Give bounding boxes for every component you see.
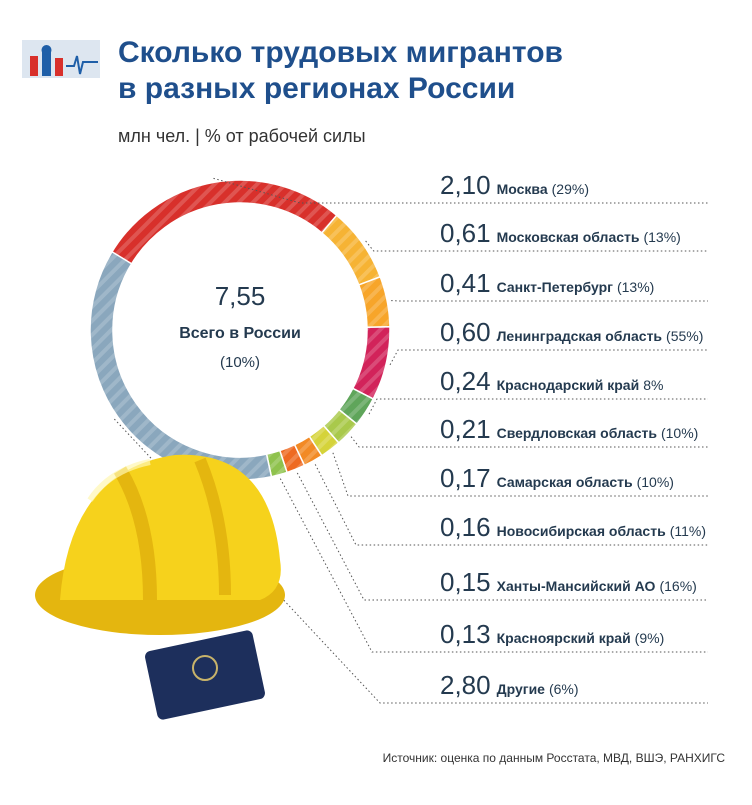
leader-line bbox=[369, 399, 708, 414]
region-value: 0,24 bbox=[440, 366, 491, 396]
region-row: 0,60 Ленинградская область(55%) bbox=[440, 317, 703, 347]
region-value: 0,60 bbox=[440, 317, 491, 347]
region-name: Ханты-Мансийский АО bbox=[497, 578, 656, 594]
region-name: Новосибирская область bbox=[497, 523, 666, 539]
total-caption: Всего в России bbox=[179, 325, 301, 342]
region-row: 0,41 Санкт-Петербург(13%) bbox=[440, 268, 654, 298]
region-share: (55%) bbox=[666, 328, 703, 344]
region-share: (13%) bbox=[643, 229, 680, 245]
region-value: 0,21 bbox=[440, 414, 491, 444]
region-name: Московская область bbox=[497, 229, 640, 245]
region-name: Ленинградская область bbox=[497, 328, 663, 344]
source: Источник: оценка по данным Росстата, МВД… bbox=[383, 751, 726, 765]
region-row: 2,10 Москва(29%) bbox=[440, 170, 589, 200]
region-row: 2,80 Другие(6%) bbox=[440, 670, 579, 700]
total-share: (10%) bbox=[220, 354, 260, 371]
region-name: Другие bbox=[497, 681, 546, 697]
total-value: 7,55 bbox=[215, 281, 266, 311]
region-share: (13%) bbox=[617, 279, 654, 295]
region-value: 0,17 bbox=[440, 463, 491, 493]
region-value: 0,41 bbox=[440, 268, 491, 298]
region-name: Свердловская область bbox=[497, 425, 658, 441]
region-name: Красноярский край bbox=[497, 630, 631, 646]
region-value: 0,61 bbox=[440, 218, 491, 248]
segment-stripes bbox=[353, 327, 390, 399]
region-value: 0,16 bbox=[440, 512, 491, 542]
region-row: 0,17 Самарская область(10%) bbox=[440, 463, 674, 493]
region-row: 0,13 Красноярский край(9%) bbox=[440, 619, 664, 649]
leader-line bbox=[280, 479, 708, 652]
leader-line bbox=[390, 350, 708, 365]
region-name: Санкт-Петербург bbox=[497, 279, 614, 295]
region-share: (16%) bbox=[659, 578, 696, 594]
title-line: в разных регионах России bbox=[118, 72, 515, 105]
region-row: 0,15 Ханты-Мансийский АО(16%) bbox=[440, 567, 697, 597]
region-share: (10%) bbox=[637, 474, 674, 490]
region-name: Краснодарский край bbox=[497, 377, 640, 393]
region-share: (9%) bbox=[635, 630, 665, 646]
helmet-illustration bbox=[35, 455, 285, 721]
region-share: 8% bbox=[643, 377, 663, 393]
region-value: 0,13 bbox=[440, 619, 491, 649]
region-share: (10%) bbox=[661, 425, 698, 441]
region-share: (6%) bbox=[549, 681, 579, 697]
region-name: Самарская область bbox=[497, 474, 633, 490]
region-value: 2,80 bbox=[440, 670, 491, 700]
region-row: 0,16 Новосибирская область(11%) bbox=[440, 512, 706, 542]
region-share: (11%) bbox=[670, 523, 706, 539]
region-value: 2,10 bbox=[440, 170, 491, 200]
subtitle: млн чел. | % от рабочей силы bbox=[118, 126, 366, 146]
region-value: 0,15 bbox=[440, 567, 491, 597]
region-row: 0,21 Свердловская область(10%) bbox=[440, 414, 698, 444]
region-row: 0,61 Московская область(13%) bbox=[440, 218, 681, 248]
title-line: Сколько трудовых мигрантов bbox=[118, 36, 563, 69]
region-share: (29%) bbox=[552, 181, 589, 197]
region-name: Москва bbox=[497, 181, 548, 197]
logo bbox=[22, 40, 100, 78]
segment-stripes bbox=[322, 215, 380, 285]
